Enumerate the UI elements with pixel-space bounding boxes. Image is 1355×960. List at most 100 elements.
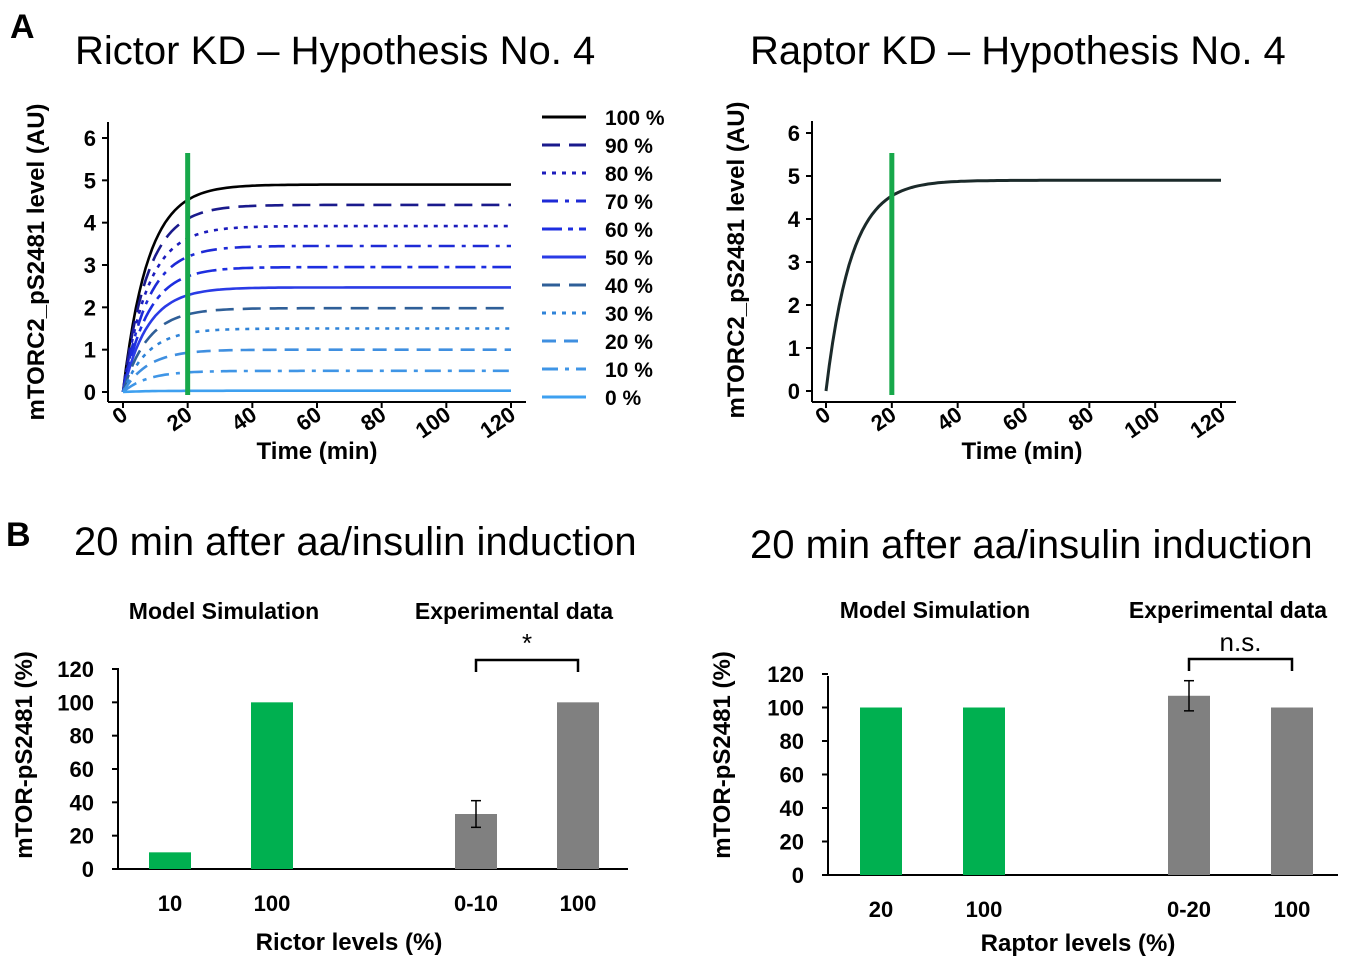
panel-label-a: A [10, 8, 35, 46]
bar-0 [149, 852, 191, 869]
x-tick-label: 120 [1185, 402, 1229, 444]
y-tick-label: 1 [84, 338, 96, 363]
series-line-7 [121, 327, 511, 393]
raptor-bar-chart: 20 min after aa/insulin induction Model … [709, 523, 1338, 957]
bar-3 [557, 702, 599, 869]
chart-title: Rictor KD – Hypothesis No. 4 [75, 29, 595, 73]
series-line-3 [121, 244, 511, 393]
x-tick-label: 10 [158, 891, 182, 916]
x-axis-label: Rictor levels (%) [256, 929, 443, 956]
raptor-line-chart: Raptor KD – Hypothesis No. 4 mTORC2_pS24… [723, 29, 1286, 465]
y-tick-label: 4 [84, 211, 97, 236]
series-line-8 [121, 348, 511, 393]
rictor-bar-chart: 20 min after aa/insulin induction Model … [11, 520, 637, 956]
x-tick-label: 20 [869, 897, 893, 922]
y-tick-label: 5 [84, 168, 96, 193]
group-label-experimental: Experimental data [415, 598, 613, 624]
x-axis-label: Raptor levels (%) [981, 930, 1176, 957]
y-axis-label: mTORC2_pS2481 level (AU) [723, 101, 750, 418]
legend-label: 10 % [605, 359, 653, 382]
group-label-experimental: Experimental data [1129, 597, 1327, 623]
y-tick-label: 5 [788, 164, 800, 189]
legend-label: 20 % [605, 331, 653, 354]
y-tick-label: 4 [788, 207, 801, 232]
series-line-0 [824, 178, 1221, 392]
significance-label: n.s. [1220, 627, 1262, 657]
x-tick-label: 20 [866, 402, 900, 437]
series-line-5 [121, 286, 511, 393]
legend-label: 90 % [605, 135, 653, 158]
y-tick-label: 3 [84, 253, 96, 278]
significance-bracket [474, 658, 580, 672]
y-tick-label: 40 [780, 796, 804, 821]
bar-1 [251, 702, 293, 869]
y-tick-label: 60 [780, 763, 804, 788]
x-tick-label: 100 [560, 891, 597, 916]
x-tick-label: 60 [291, 402, 325, 437]
x-tick-label: 0-10 [454, 891, 498, 916]
panel-label-b: B [6, 516, 31, 554]
y-tick-label: 6 [788, 121, 800, 146]
bar-2 [1168, 695, 1210, 875]
x-tick-label: 100 [1274, 897, 1311, 922]
y-tick-label: 80 [70, 724, 94, 749]
x-tick-label: 20 [162, 402, 196, 437]
legend-label: 40 % [605, 275, 653, 298]
y-tick-label: 40 [70, 790, 94, 815]
significance-bracket [1187, 657, 1294, 671]
x-tick-label: 100 [1120, 402, 1164, 444]
y-tick-label: 2 [788, 293, 800, 318]
x-tick-label: 60 [998, 402, 1032, 437]
x-tick-label: 40 [932, 402, 966, 437]
y-tick-label: 20 [780, 830, 804, 855]
y-tick-label: 2 [84, 295, 96, 320]
y-tick-label: 0 [792, 863, 804, 888]
y-axis-label: mTOR-pS2481 (%) [11, 651, 38, 859]
x-tick-label: 100 [254, 891, 291, 916]
chart-title: 20 min after aa/insulin induction [74, 520, 637, 564]
series-line-9 [122, 369, 511, 394]
x-tick-label: 0-20 [1167, 897, 1211, 922]
y-tick-label: 0 [84, 380, 96, 405]
legend-label: 30 % [605, 303, 653, 326]
legend-label: 60 % [605, 219, 653, 242]
legend-label: 80 % [605, 163, 653, 186]
x-tick-label: 80 [1064, 402, 1098, 437]
bar-0 [860, 707, 902, 875]
y-tick-label: 0 [788, 379, 800, 404]
y-tick-label: 80 [780, 729, 804, 754]
series-line-2 [121, 224, 511, 393]
y-tick-label: 120 [57, 657, 94, 682]
chart-title: Raptor KD – Hypothesis No. 4 [750, 29, 1286, 73]
rictor-line-chart: Rictor KD – Hypothesis No. 4 mTORC2_pS24… [23, 29, 665, 465]
y-tick-label: 6 [84, 126, 96, 151]
series-line-10 [122, 389, 511, 394]
y-tick-label: 120 [767, 662, 804, 687]
x-axis-label: Time (min) [962, 438, 1083, 465]
y-tick-label: 1 [788, 336, 800, 361]
y-tick-label: 20 [70, 824, 94, 849]
legend-label: 0 % [605, 387, 642, 410]
x-tick-label: 0 [810, 402, 834, 430]
bar-3 [1271, 707, 1313, 875]
x-tick-label: 120 [475, 402, 519, 444]
x-tick-label: 100 [966, 897, 1003, 922]
x-tick-label: 0 [107, 402, 131, 430]
y-axis-label: mTOR-pS2481 (%) [709, 651, 736, 859]
x-tick-label: 100 [411, 402, 455, 444]
legend-label: 70 % [605, 191, 653, 214]
y-tick-label: 100 [767, 696, 804, 721]
legend-label: 100 % [605, 107, 665, 130]
chart-title: 20 min after aa/insulin induction [750, 523, 1313, 567]
group-label-model: Model Simulation [129, 598, 319, 624]
series-line-6 [121, 306, 511, 393]
y-tick-label: 60 [70, 757, 94, 782]
significance-label: * [522, 628, 532, 658]
x-axis-label: Time (min) [257, 438, 378, 465]
x-tick-label: 40 [227, 402, 261, 437]
y-tick-label: 3 [788, 250, 800, 275]
x-tick-label: 80 [356, 402, 390, 437]
legend-label: 50 % [605, 247, 653, 270]
y-axis-label: mTORC2_pS2481 level (AU) [23, 103, 50, 420]
y-tick-label: 0 [82, 857, 94, 882]
